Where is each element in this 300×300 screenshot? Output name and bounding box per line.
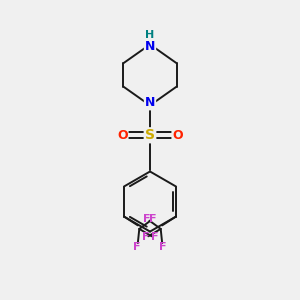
Text: F: F [142, 232, 149, 242]
Text: F: F [143, 214, 151, 224]
Text: S: S [145, 128, 155, 142]
Text: N: N [145, 96, 155, 110]
Text: F: F [151, 232, 158, 242]
Text: F: F [134, 242, 141, 252]
Text: F: F [149, 214, 157, 224]
Text: N: N [145, 40, 155, 53]
Text: O: O [172, 129, 183, 142]
Text: O: O [117, 129, 128, 142]
Text: H: H [146, 30, 154, 40]
Text: F: F [159, 242, 166, 252]
